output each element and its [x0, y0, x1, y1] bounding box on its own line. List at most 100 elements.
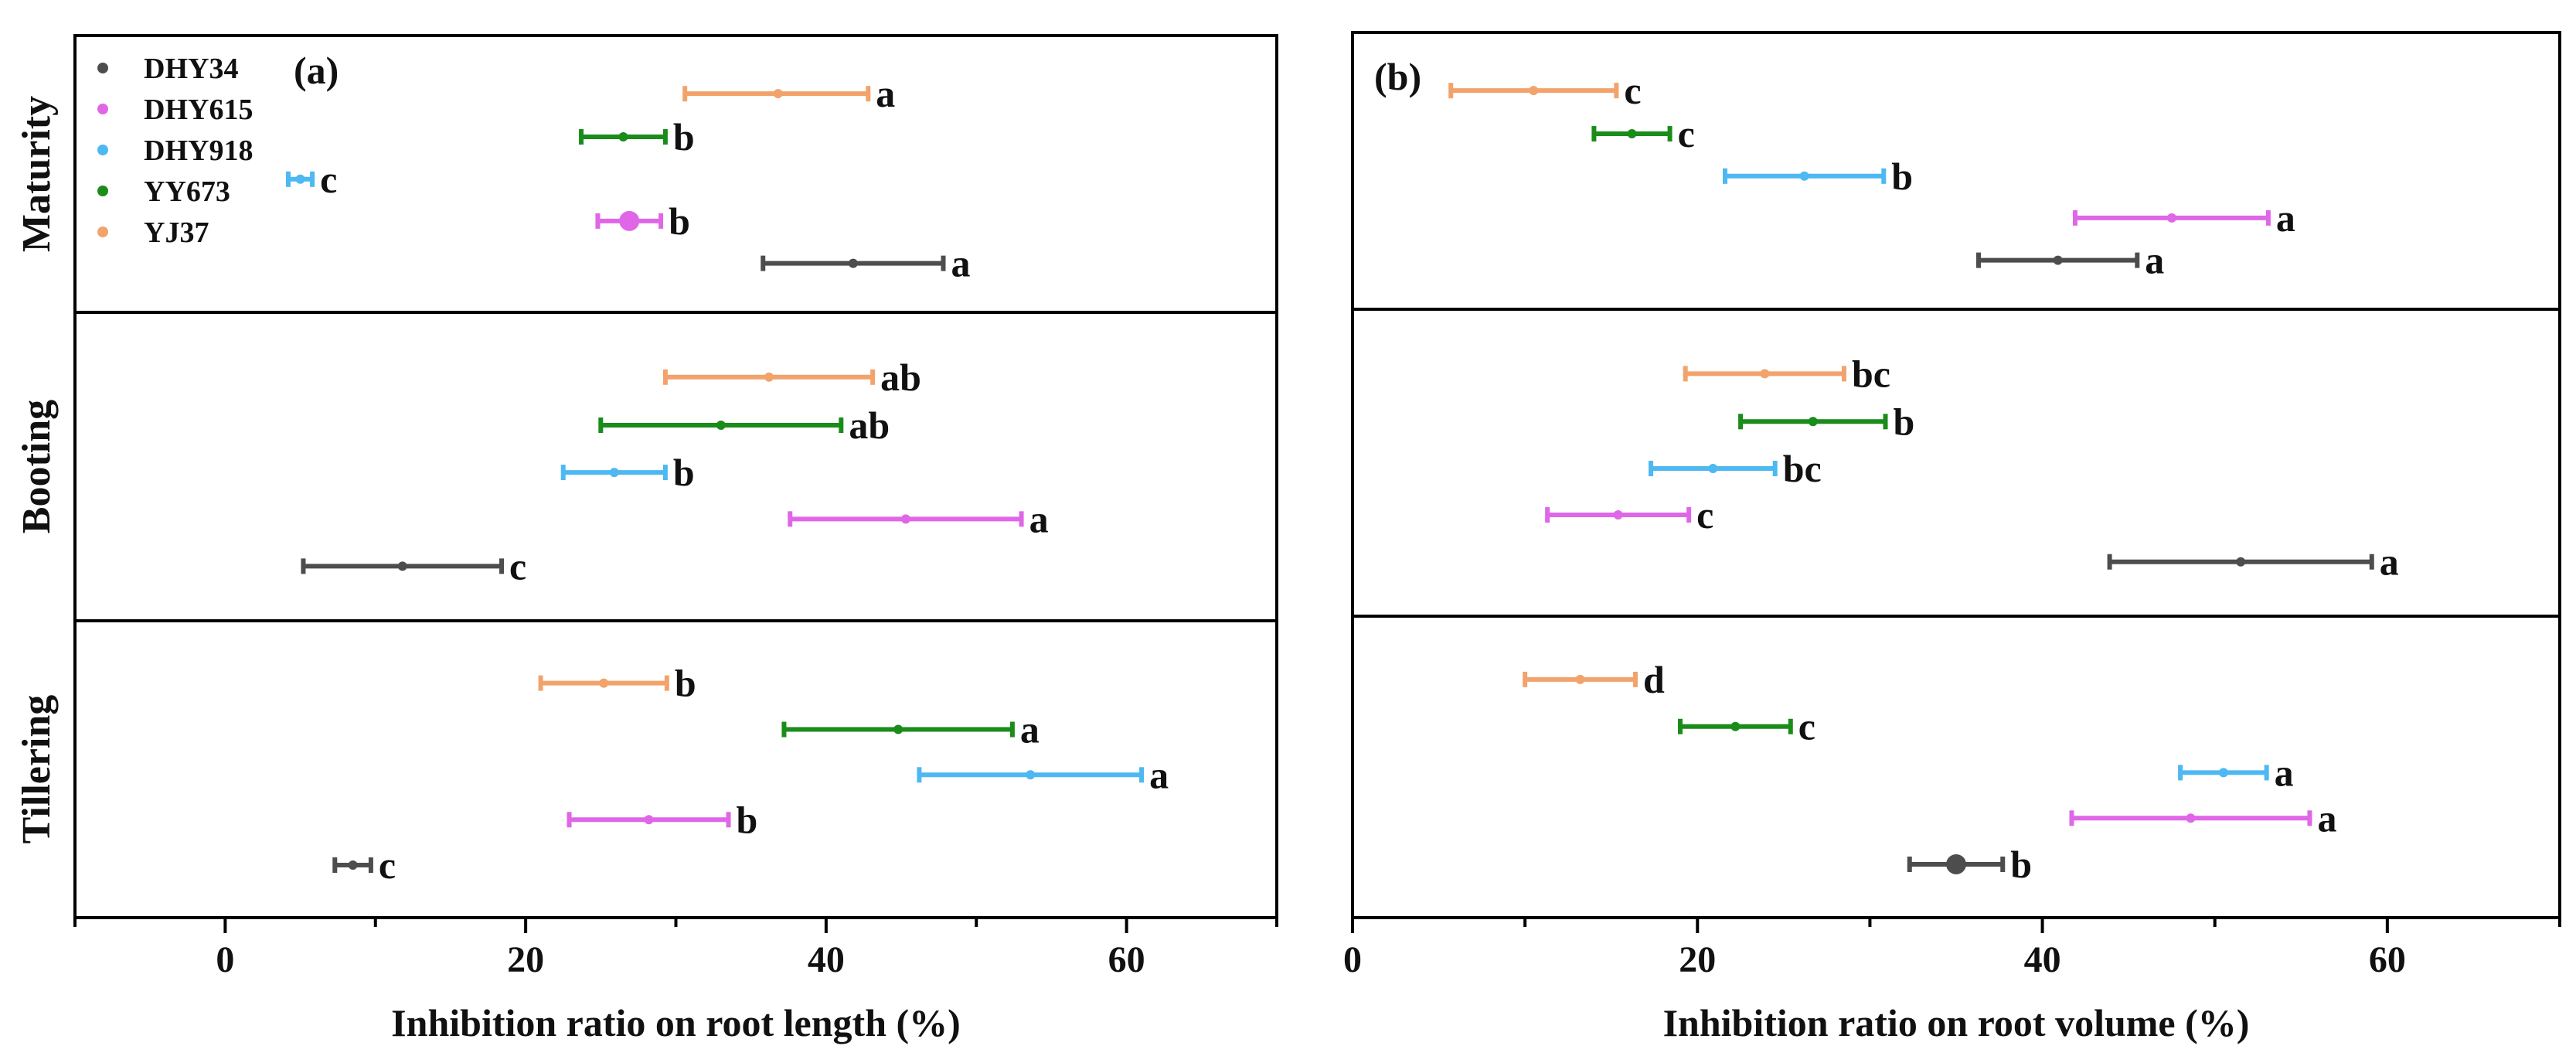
significance-letter: c	[320, 158, 337, 201]
mean-point	[716, 421, 726, 431]
significance-letter: a	[2276, 196, 2295, 240]
mean-point	[1026, 770, 1036, 780]
significance-letter: a	[951, 242, 970, 285]
legend-label: YY673	[144, 175, 230, 208]
mean-point	[1529, 86, 1539, 96]
mean-point	[1760, 369, 1770, 379]
mean-point	[295, 174, 305, 184]
errorbar-dhy918-booting: b	[560, 451, 695, 494]
mean-point	[599, 678, 609, 688]
errorbar-dhy34-tillering: c	[332, 843, 396, 887]
significance-letter: a	[2380, 540, 2399, 584]
panel-frame	[1351, 31, 2561, 919]
errorbar-dhy34-booting: a	[2107, 540, 2399, 584]
significance-letter: a	[2317, 796, 2336, 840]
errorbar-dhy918-maturity: c	[286, 158, 337, 201]
errorbar-dhy615-booting: a	[788, 497, 1049, 540]
errorbar-dhy615-maturity: b	[595, 199, 690, 243]
mean-point	[773, 89, 783, 99]
x-tick-label: 0	[216, 939, 234, 980]
errorbar-yy673-booting: ab	[598, 404, 890, 447]
mean-point	[1808, 417, 1818, 427]
legend-label: DHY615	[144, 94, 253, 126]
stage-label-maturity: Maturity	[15, 96, 59, 252]
errorbar-yy673-maturity: b	[579, 115, 695, 158]
errorbar-yy673-booting: b	[1738, 400, 1915, 443]
errorbar-yj37-tillering: d	[1523, 658, 1665, 701]
errorbar-dhy615-tillering: b	[567, 798, 758, 841]
significance-letter: b	[737, 798, 758, 841]
mean-point	[1799, 171, 1809, 181]
mean-point	[848, 258, 858, 268]
errorbar-dhy34-booting: c	[301, 544, 526, 588]
legend-marker	[97, 104, 108, 114]
legend-label: DHY34	[144, 53, 238, 85]
significance-letter: c	[509, 544, 526, 588]
significance-letter: a	[1029, 497, 1049, 540]
errorbar-yj37-maturity: c	[1448, 69, 1642, 112]
x-tick-label: 40	[808, 939, 845, 980]
mean-point	[2218, 768, 2228, 778]
legend-marker	[97, 63, 108, 73]
x-tick-label: 60	[1108, 939, 1145, 980]
errorbar-dhy34-tillering: b	[1907, 843, 2032, 886]
legend-marker	[97, 227, 108, 237]
mean-point	[1627, 129, 1637, 139]
significance-letter: a	[876, 72, 895, 115]
panel-b: 0 20 40 60 Inhibition ratio on root volume (…	[1343, 31, 2561, 1044]
legend: DHY34 DHY615 DHY918 YY673 YJ37	[97, 53, 253, 249]
errorbar-dhy615-booting: c	[1545, 493, 1713, 537]
x-tick-label: 20	[507, 939, 544, 980]
mean-point	[2053, 255, 2063, 265]
errorbar-dhy34-maturity: a	[1976, 239, 2164, 282]
significance-letter: a	[1149, 753, 1169, 796]
errorbar-yy673-tillering: a	[781, 708, 1040, 751]
mean-point	[1575, 674, 1585, 684]
errorbar-dhy615-maturity: a	[2072, 196, 2295, 240]
stage-label-booting: Booting	[15, 400, 59, 533]
errorbar-dhy918-tillering: a	[917, 753, 1169, 796]
stage-label-tillering: Tillering	[15, 695, 59, 844]
errorbar-dhy918-booting: bc	[1649, 447, 1822, 490]
mean-point	[2236, 557, 2246, 567]
errorbar-yj37-tillering: b	[538, 662, 696, 705]
panel-tag: (a)	[294, 49, 339, 92]
errorbar-dhy918-maturity: b	[1722, 155, 1913, 198]
significance-letter: b	[669, 199, 690, 243]
x-tick-label: 0	[1343, 939, 1362, 980]
significance-letter: c	[1678, 112, 1695, 155]
errorbar-yj37-booting: ab	[662, 356, 921, 399]
mean-point	[900, 514, 910, 524]
significance-letter: c	[379, 843, 396, 887]
significance-letter: d	[1643, 658, 1665, 701]
mean-point	[609, 468, 619, 478]
mean-point	[2166, 213, 2176, 223]
significance-letter: c	[1624, 69, 1641, 112]
x-tick-label: 20	[1679, 939, 1716, 980]
legend-label: DHY918	[144, 135, 253, 167]
errorbar-dhy918-tillering: a	[2178, 751, 2294, 794]
significance-letter: c	[1798, 705, 1815, 748]
mean-point	[2186, 813, 2196, 823]
mean-point	[764, 372, 774, 382]
mean-point	[1613, 509, 1623, 520]
x-tick-label: 60	[2369, 939, 2406, 980]
legend-marker	[97, 145, 108, 155]
errorbar-yy673-tillering: c	[1677, 705, 1815, 748]
significance-letter: b	[1891, 155, 1913, 198]
errorbar-dhy34-maturity: a	[761, 242, 970, 285]
significance-letter: b	[1894, 400, 1915, 443]
panel-tag: (b)	[1374, 55, 1421, 98]
legend-label: YJ37	[144, 216, 209, 249]
significance-letter: c	[1696, 493, 1713, 537]
significance-letter: a	[2275, 751, 2294, 794]
mean-point	[893, 724, 903, 734]
significance-letter: bc	[1852, 352, 1890, 395]
mean-point	[1946, 853, 1966, 874]
errorbar-dhy615-tillering: a	[2069, 796, 2336, 840]
significance-letter: b	[673, 115, 695, 158]
errorbar-yj37-booting: bc	[1683, 352, 1890, 395]
mean-point	[644, 815, 654, 825]
mean-point	[618, 132, 628, 142]
